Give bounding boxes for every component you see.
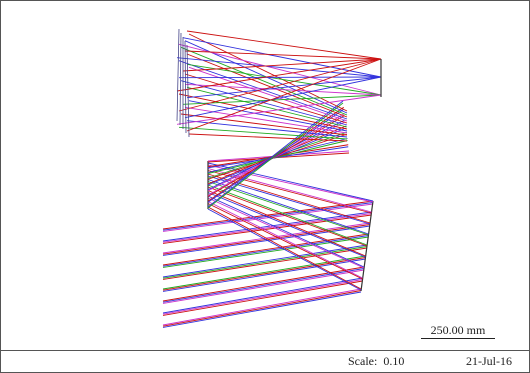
ray-segment	[178, 58, 382, 112]
ray-segment	[207, 192, 366, 258]
ray-segment	[184, 73, 348, 124]
ray-segment	[176, 58, 382, 92]
ray-segment	[176, 57, 382, 78]
ray-segment	[162, 225, 371, 256]
ray-segment	[178, 43, 382, 96]
ray-segment	[182, 58, 382, 72]
ray-segment	[207, 179, 369, 235]
ray-segment	[207, 203, 363, 280]
scale-value: 0.10	[383, 354, 405, 368]
ray-segment	[162, 233, 369, 266]
ray-segment	[162, 291, 362, 328]
ray-segment	[207, 170, 372, 214]
ray-segment	[178, 76, 382, 79]
ray-segment	[184, 76, 382, 119]
ray-segment	[178, 93, 348, 130]
ray-segment	[162, 202, 374, 231]
ray-segment	[188, 133, 348, 142]
ray-segment	[186, 53, 348, 118]
ray-segment	[207, 186, 368, 247]
ray-segment	[162, 244, 368, 278]
scale-label: Scale:	[348, 354, 378, 368]
ray-segment	[162, 203, 374, 232]
lens-element	[176, 28, 180, 122]
ray-segment	[162, 224, 371, 255]
ray-segment	[207, 201, 363, 279]
ray-segment	[207, 206, 362, 290]
ray-segment	[186, 120, 348, 138]
ray-segment	[180, 113, 348, 136]
ray-segment	[207, 195, 365, 268]
scale-bar: 250.00 mm	[421, 323, 495, 343]
ray-segment	[162, 280, 363, 316]
ray-segment	[207, 181, 369, 236]
ray-segment	[186, 86, 348, 128]
ray-segment	[162, 213, 372, 243]
scale-bar-label: 250.00 mm	[430, 323, 486, 337]
ray-segment	[162, 269, 365, 304]
ray-segment	[176, 94, 382, 125]
ray-segment	[186, 76, 382, 99]
ray-segment	[162, 277, 363, 314]
ray-segment	[207, 208, 362, 291]
scale-bar-line	[421, 338, 495, 339]
ray-segment	[184, 83, 382, 96]
date-stamp: 21-Jul-16	[466, 354, 512, 368]
ray-segment	[186, 63, 382, 96]
ray-segment	[162, 255, 366, 290]
ray-segment	[162, 211, 372, 242]
ray-segment	[186, 58, 382, 132]
ray-segment	[178, 126, 348, 140]
ray-segment	[184, 50, 382, 60]
lens-element	[179, 32, 182, 126]
lens-element	[186, 44, 190, 138]
ray-segment	[207, 164, 374, 203]
ray-segment	[207, 184, 368, 246]
optical-layout-plot: 250.00 mm	[1, 1, 529, 351]
ray-segment	[162, 235, 369, 267]
ray-segment	[162, 279, 363, 315]
ray-segment	[162, 290, 362, 327]
scale-readout: Scale: 0.10	[348, 354, 404, 369]
lens-element	[184, 40, 187, 134]
ray-segment	[188, 100, 348, 132]
ray-segment	[182, 94, 382, 105]
ray-segment	[162, 246, 368, 279]
ray-segment	[188, 66, 348, 122]
ray-segment	[162, 214, 372, 244]
ray-segment	[186, 30, 382, 60]
ray-segment	[162, 236, 369, 268]
ray-trace-diagram	[162, 28, 382, 328]
ray-segment	[162, 288, 362, 326]
ray-segment	[207, 100, 344, 208]
ray-segment	[182, 37, 382, 78]
ray-segment	[207, 197, 365, 269]
ray-segment	[207, 190, 366, 257]
status-footer: Scale: 0.10 21-Jul-16	[1, 351, 529, 372]
